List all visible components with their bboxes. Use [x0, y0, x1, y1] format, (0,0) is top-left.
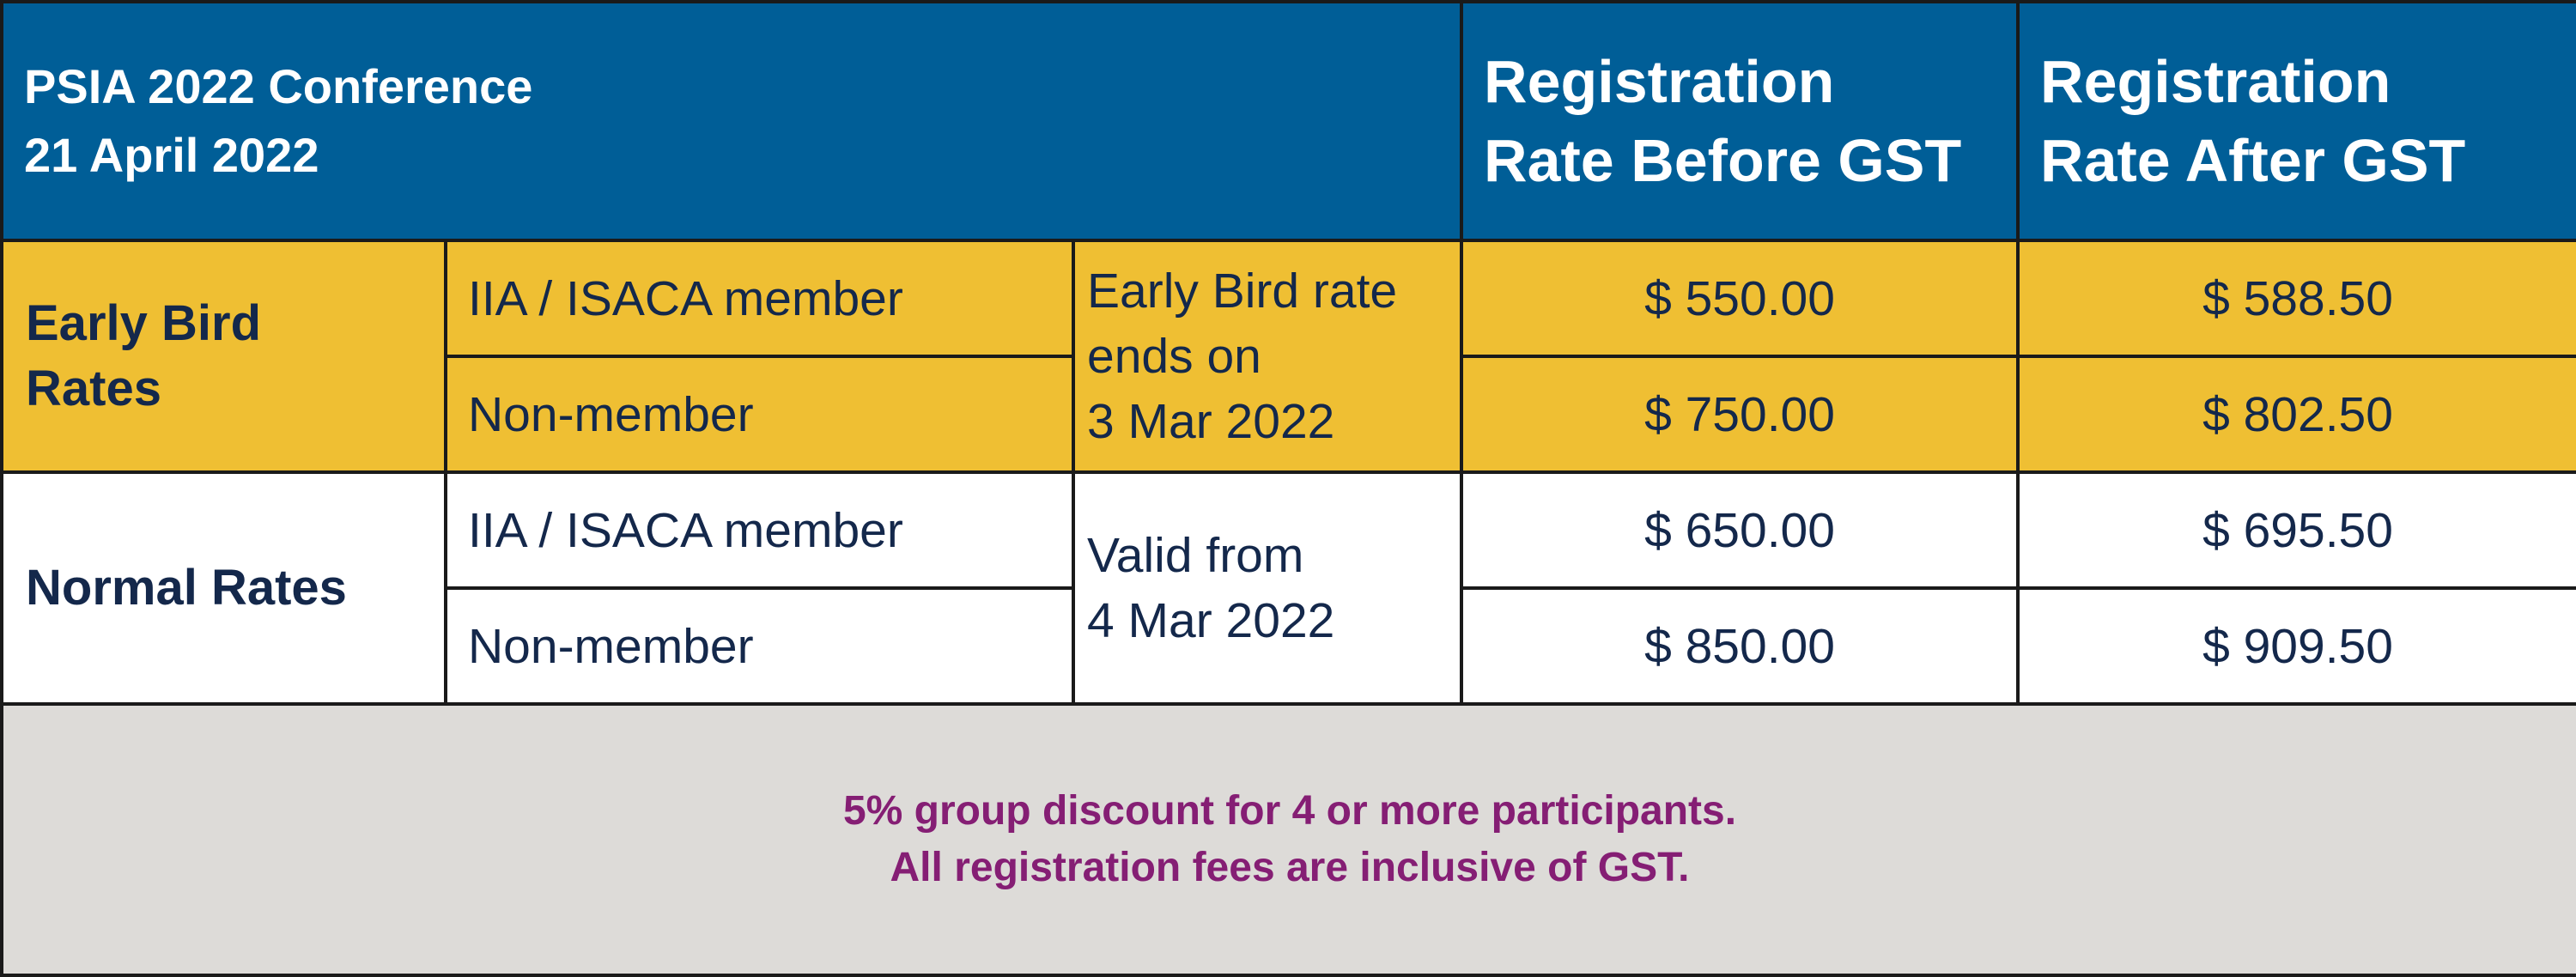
normal-nonmember-label: Non-member — [444, 586, 1075, 706]
normal-note-line2: 4 Mar 2022 — [1087, 593, 1335, 648]
early-bird-category-line1: Early Bird — [26, 295, 261, 351]
early-bird-category-line2: Rates — [26, 361, 161, 416]
conference-title-cell: PSIA 2022 Conference 21 April 2022 — [0, 0, 1464, 242]
early-bird-note-line3: 3 Mar 2022 — [1087, 394, 1335, 449]
after-gst-header-line2: Rate After GST — [2040, 127, 2466, 194]
after-gst-header: Registration Rate After GST — [2016, 0, 2576, 242]
early-bird-note-line2: ends on — [1087, 329, 1261, 384]
early-bird-member-row: Early Bird Rates IIA / ISACA member Earl… — [0, 239, 2576, 474]
footer-row: 5% group discount for 4 or more particip… — [0, 702, 2576, 977]
early-bird-nonmember-row: Non-member $ 750.00 $ 802.50 — [2, 355, 2576, 474]
normal-member-row: Normal Rates IIA / ISACA member Valid fr… — [0, 470, 2576, 706]
early-bird-member-label: IIA / ISACA member — [444, 239, 1075, 358]
early-bird-member-before-gst: $ 550.00 — [1460, 239, 2020, 358]
conference-date: 21 April 2022 — [24, 128, 319, 182]
footer-notice: 5% group discount for 4 or more particip… — [0, 702, 2576, 977]
early-bird-nonmember-after-gst: $ 802.50 — [2016, 355, 2576, 474]
normal-member-before-gst: $ 650.00 — [1460, 470, 2020, 590]
before-gst-header-line1: Registration — [1484, 48, 1835, 115]
normal-member-label: IIA / ISACA member — [444, 470, 1075, 590]
normal-member-after-gst: $ 695.50 — [2016, 470, 2576, 590]
header-row: PSIA 2022 Conference 21 April 2022 Regis… — [0, 0, 2576, 242]
early-bird-category: Early Bird Rates — [0, 239, 447, 474]
early-bird-nonmember-label: Non-member — [444, 355, 1075, 474]
normal-rates-note: Valid from 4 Mar 2022 — [1071, 470, 1464, 706]
gst-inclusive-note: All registration fees are inclusive of G… — [890, 845, 1690, 890]
normal-rates-category: Normal Rates — [0, 470, 447, 706]
conference-name: PSIA 2022 Conference — [24, 59, 533, 113]
early-bird-nonmember-before-gst: $ 750.00 — [1460, 355, 2020, 474]
early-bird-note: Early Bird rate ends on 3 Mar 2022 — [1071, 239, 1464, 474]
before-gst-header: Registration Rate Before GST — [1460, 0, 2020, 242]
group-discount-note: 5% group discount for 4 or more particip… — [842, 788, 1737, 834]
normal-nonmember-after-gst: $ 909.50 — [2016, 586, 2576, 706]
normal-note-line1: Valid from — [1087, 528, 1304, 583]
early-bird-note-line1: Early Bird rate — [1087, 264, 1398, 319]
after-gst-header-line1: Registration — [2040, 48, 2391, 115]
before-gst-header-line2: Rate Before GST — [1484, 127, 1962, 194]
early-bird-member-after-gst: $ 588.50 — [2016, 239, 2576, 358]
normal-nonmember-before-gst: $ 850.00 — [1460, 586, 2020, 706]
